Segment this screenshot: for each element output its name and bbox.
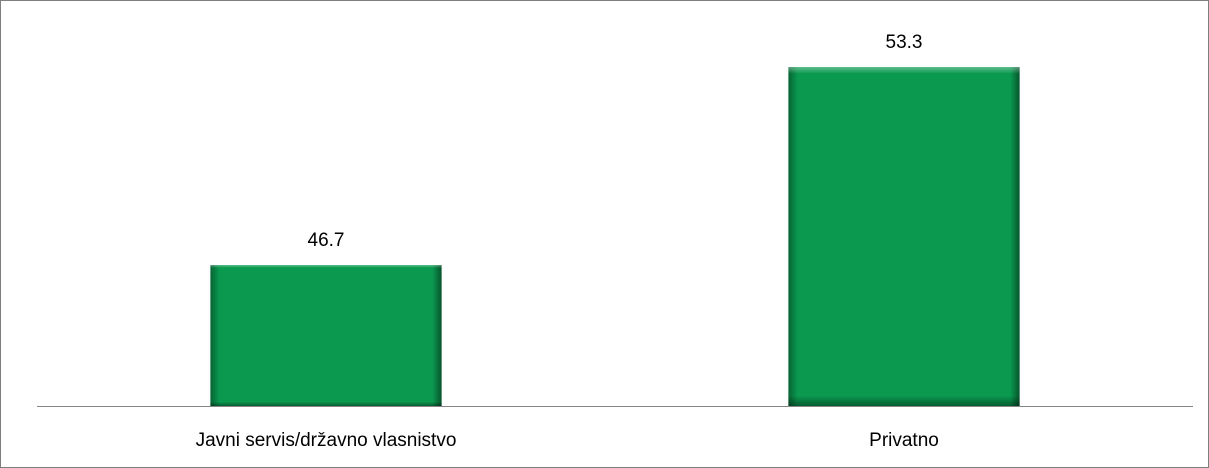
x-tick-label: Javni servis/državno vlasnistvo [196,430,457,451]
bar-shade [788,67,1020,406]
value-label: 53.3 [886,32,923,53]
x-tick-label: Privatno [869,430,939,451]
value-label: 46.7 [308,230,345,251]
bar-shade [210,265,442,406]
